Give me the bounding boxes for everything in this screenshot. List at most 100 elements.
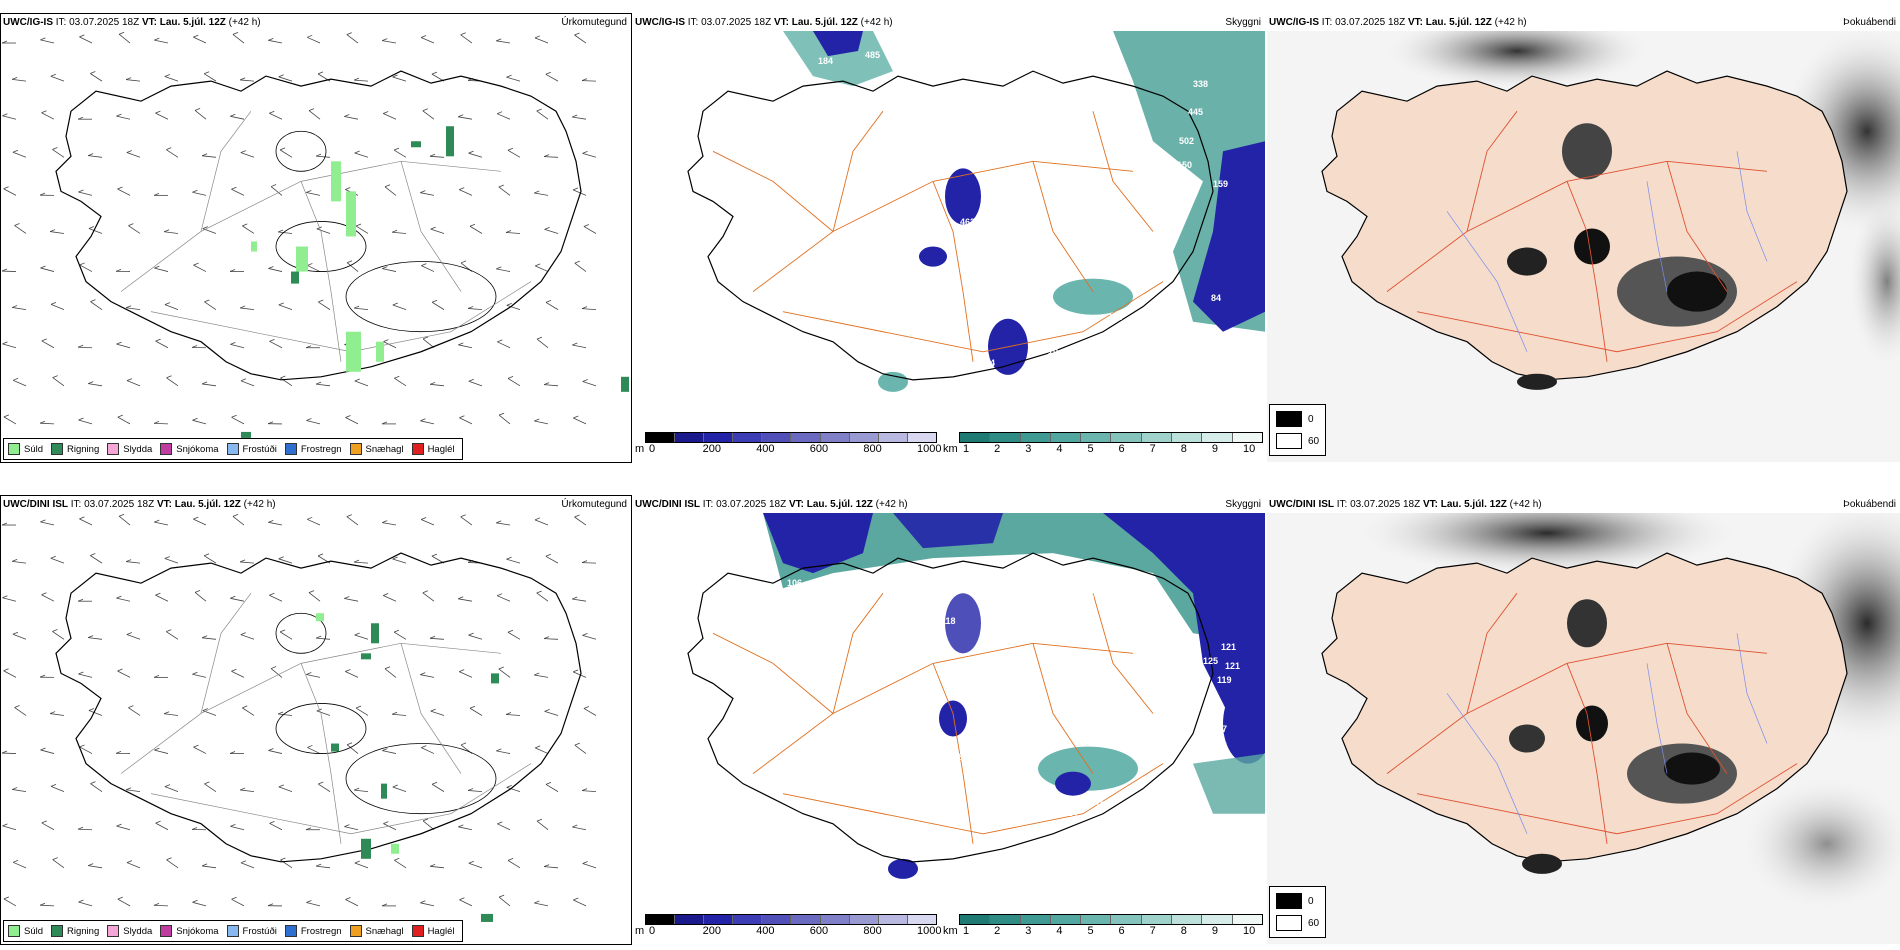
precip-panel-row1: UWC/IG-IS IT: 03.07.2025 18Z VT: Lau. 5.… — [0, 13, 632, 463]
colorbar-tick-label: 8 — [1180, 443, 1187, 455]
product-title: Þokuábendi — [1843, 499, 1896, 510]
colorbar-segment — [878, 915, 908, 924]
legend-swatch — [411, 925, 424, 937]
legend-label: Frostúði — [242, 443, 277, 455]
height-bar — [645, 914, 937, 925]
ceiling-value-label: 85 — [1217, 741, 1228, 751]
legend-item-frostudi: Frostúði — [226, 443, 277, 455]
visibility-colorbar: km 1 2 3 4 5 6 7 8 9 10 — [943, 914, 1263, 942]
legend-swatch — [8, 443, 20, 455]
legend-swatch — [349, 925, 362, 937]
legend-swatch — [51, 925, 64, 937]
colorbar-segment — [849, 915, 879, 924]
colorbar-segment — [646, 915, 676, 924]
fog-swatch — [1276, 411, 1302, 427]
vt-value: Lau. 5.júl. 12Z — [1440, 499, 1507, 510]
ceiling-panel-row2: UWC/DINI ISL IT: 03.07.2025 18Z VT: Lau.… — [633, 496, 1265, 944]
fog-map[interactable] — [1267, 513, 1900, 944]
colorbar-segment — [1172, 915, 1203, 924]
ceiling-value-label: 188 — [988, 598, 1004, 609]
ceiling-value-label: 66 — [945, 276, 956, 287]
precip-map[interactable] — [1, 513, 631, 944]
ceiling-value-label: 121 — [1225, 661, 1241, 672]
legend-item-sudd: Súld — [8, 925, 43, 937]
legend-label: Súld — [24, 925, 44, 937]
colorbar-tick-label: 200 — [702, 925, 721, 937]
legend-label: Rigning — [67, 925, 100, 937]
lead-time: (+42 h) — [860, 17, 893, 28]
colorbar-segment — [1081, 915, 1112, 924]
colorbar-tick-label: 1000 — [917, 925, 942, 937]
ceiling-map[interactable]: 106 98 107 118 188 184 336 395 96 383 192 174 43 147 1… — [633, 513, 1265, 914]
legend-item-frostregn: Frostregn — [284, 443, 342, 455]
precip-panel-row2: UWC/DINI ISL IT: 03.07.2025 18Z VT: Lau.… — [0, 495, 632, 945]
ceiling-value-label: 37 — [883, 302, 894, 313]
ceiling-value-label: 184 — [988, 627, 1004, 637]
panel-header: UWC/DINI ISL IT: 03.07.2025 18Z VT: Lau.… — [1267, 496, 1900, 513]
panel-header: UWC/DINI ISL IT: 03.07.2025 18Z VT: Lau.… — [1, 496, 631, 513]
colorbar-segment — [646, 433, 676, 442]
ceiling-value-label: 125 — [1095, 799, 1111, 810]
vt-value: Lau. 5.júl. 12Z — [174, 499, 241, 510]
ceiling-map[interactable]: 184 485 338 445 502 42 150 831 21 159 32 462 117 66 37… — [633, 31, 1265, 432]
precip-areas — [316, 613, 399, 854]
colorbar-tick-label: 400 — [756, 443, 775, 455]
colorbar-tick-label: 600 — [809, 443, 829, 455]
colorbar-tick-label: 600 — [809, 925, 829, 937]
height-unit: m — [635, 443, 645, 455]
fog-legend-label: 60 — [1308, 435, 1320, 447]
colorbar-segment — [960, 915, 991, 924]
legend-label: Frostregn — [300, 443, 342, 455]
ceiling-value-label: 107 — [885, 615, 901, 626]
legend-swatch — [226, 925, 239, 937]
legend-item-sudd: Súld — [8, 443, 43, 455]
vt-label: VT: — [141, 17, 157, 28]
ceiling-value-label: 462 — [960, 217, 976, 228]
rain-areas — [241, 126, 629, 438]
lead-time: (+42 h) — [875, 499, 908, 510]
ceiling-value-label: 84 — [1211, 293, 1222, 304]
glacier-outlines — [275, 130, 497, 333]
ceiling-value-label: 383 — [1113, 590, 1129, 601]
fog-legend-row-1: 60 — [1276, 433, 1319, 449]
colorbar-segment — [907, 915, 936, 924]
road-network — [120, 592, 532, 844]
vt-label: VT: — [773, 17, 789, 28]
legend-label: Snjókoma — [176, 925, 219, 937]
colorbar-segment — [990, 433, 1021, 442]
precip-map[interactable] — [1, 31, 631, 462]
vt-label: VT: — [788, 499, 804, 510]
fog-panel-row2: UWC/DINI ISL IT: 03.07.2025 18Z VT: Lau.… — [1267, 496, 1900, 944]
it-value: 03.07.2025 18Z — [1335, 17, 1406, 28]
legend-label: Snæhagl — [365, 925, 404, 937]
visibility-unit: km — [943, 443, 958, 455]
fog-legend-row-0: 0 — [1276, 893, 1314, 909]
ceiling-value-label: 88 — [953, 752, 964, 763]
legend-item-snaehagl: Snæhagl — [349, 925, 404, 937]
product-title: Úrkomutegund — [561, 17, 627, 28]
colorbar-tick-label: 3 — [1025, 925, 1032, 937]
product-title: Skyggni — [1225, 17, 1261, 28]
fog-map[interactable] — [1267, 31, 1900, 462]
colorbar-tick-label: 4 — [1056, 443, 1063, 455]
colorbar-tick-label: 10 — [1243, 925, 1256, 937]
model-name: UWC/DINI ISL — [635, 499, 700, 510]
rain-areas — [331, 623, 499, 922]
colorbar-tick-label: 5 — [1087, 925, 1094, 937]
colorbar-segment — [791, 433, 821, 442]
fog-legend-row-0: 0 — [1276, 411, 1314, 427]
it-label: IT: — [702, 499, 714, 510]
colorbar-segment — [960, 433, 991, 442]
colorbar-tick-label: 0 — [649, 925, 656, 937]
colorbar-tick-label: 1000 — [917, 443, 942, 455]
colorbar-segment — [762, 433, 792, 442]
colorbar-segment — [1111, 433, 1142, 442]
fog-panel-row1: UWC/IG-IS IT: 03.07.2025 18Z VT: Lau. 5.… — [1267, 14, 1900, 462]
legend-swatch — [411, 443, 424, 455]
model-name: UWC/IG-IS — [3, 17, 53, 28]
colorbar-tick-label: 200 — [702, 443, 721, 455]
ceiling-value-label: 92 — [1147, 678, 1158, 689]
ceiling-value-label: 114 — [1063, 807, 1078, 818]
road-network — [712, 592, 1164, 844]
product-title: Þokuábendi — [1843, 17, 1896, 28]
